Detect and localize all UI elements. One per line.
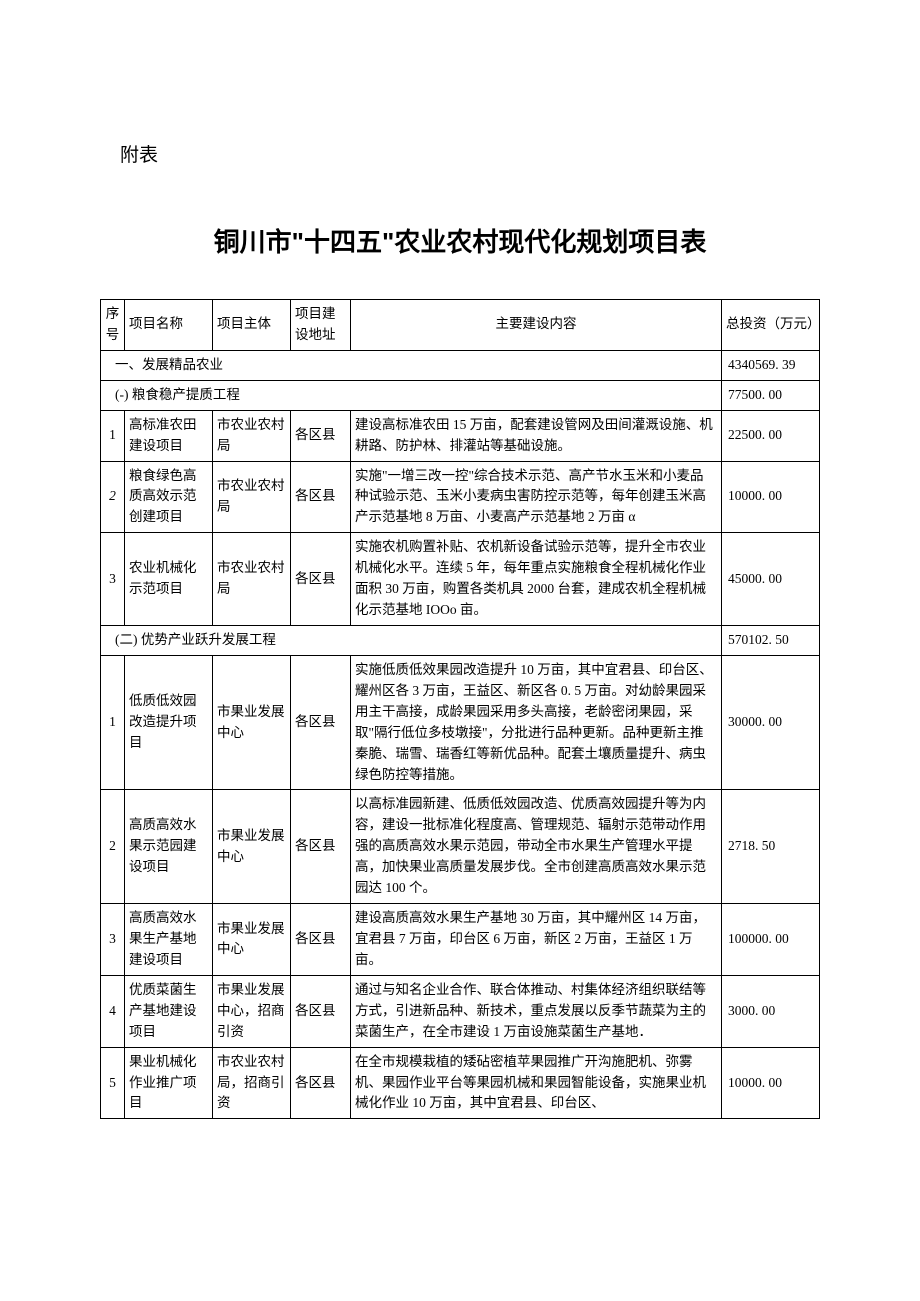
col-header-addr: 项目建设地址: [291, 300, 351, 351]
cell-addr: 各区县: [291, 1047, 351, 1119]
cell-desc: 在全市规模栽植的矮砧密植苹果园推广开沟施肥机、弥雾机、果园作业平台等果园机械和果…: [351, 1047, 722, 1119]
cell-inv: 10000. 00: [722, 1047, 820, 1119]
cell-addr: 各区县: [291, 790, 351, 904]
cell-body: 市果业发展中心: [213, 904, 291, 976]
col-header-name: 项目名称: [125, 300, 213, 351]
cell-body: 市农业农村局: [213, 533, 291, 626]
cell-seq: 1: [101, 410, 125, 461]
cell-desc: 实施农机购置补贴、农机新设备试验示范等，提升全市农业机械化水平。连续 5 年，每…: [351, 533, 722, 626]
table-row: 5 果业机械化作业推广项目 市农业农村局，招商引资 各区县 在全市规模栽植的矮砧…: [101, 1047, 820, 1119]
cell-inv: 45000. 00: [722, 533, 820, 626]
cell-body: 市农业农村局，招商引资: [213, 1047, 291, 1119]
section-row: (-) 粮食稳产提质工程 77500. 00: [101, 380, 820, 410]
cell-name: 农业机械化示范项目: [125, 533, 213, 626]
cell-addr: 各区县: [291, 533, 351, 626]
cell-desc: 通过与知名企业合作、联合体推动、村集体经济组织联结等方式，引进新品种、新技术，重…: [351, 975, 722, 1047]
cell-desc: 建设高质高效水果生产基地 30 万亩，其中耀州区 14 万亩，宜君县 7 万亩，…: [351, 904, 722, 976]
cell-desc: 实施低质低效果园改造提升 10 万亩，其中宜君县、印台区、耀州区各 3 万亩，王…: [351, 655, 722, 790]
cell-seq: 2: [101, 790, 125, 904]
cell-desc: 实施"一增三改一控"综合技术示范、高产节水玉米和小麦品种试验示范、玉米小麦病虫害…: [351, 461, 722, 533]
cell-addr: 各区县: [291, 904, 351, 976]
cell-name: 粮食绿色高质高效示范创建项目: [125, 461, 213, 533]
table-row: 1 低质低效园改造提升项目 市果业发展中心 各区县 实施低质低效果园改造提升 1…: [101, 655, 820, 790]
col-header-body: 项目主体: [213, 300, 291, 351]
cell-inv: 2718. 50: [722, 790, 820, 904]
cell-desc: 以高标准园新建、低质低效园改造、优质高效园提升等为内容，建设一批标准化程度高、管…: [351, 790, 722, 904]
cell-seq: 4: [101, 975, 125, 1047]
cell-seq: 1: [101, 655, 125, 790]
cell-seq: 3: [101, 904, 125, 976]
page-title: 铜川市"十四五"农业农村现代化规划项目表: [100, 222, 820, 259]
project-table: 序号 项目名称 项目主体 项目建设地址 主要建设内容 总投资（万元） 一、发展精…: [100, 299, 820, 1119]
cell-name: 果业机械化作业推广项目: [125, 1047, 213, 1119]
cell-name: 高质高效水果生产基地建设项目: [125, 904, 213, 976]
cell-inv: 10000. 00: [722, 461, 820, 533]
section-label: (二) 优势产业跃升发展工程: [101, 625, 722, 655]
annex-label: 附表: [120, 140, 820, 167]
cell-name: 高质高效水果示范园建设项目: [125, 790, 213, 904]
col-header-desc: 主要建设内容: [351, 300, 722, 351]
cell-inv: 22500. 00: [722, 410, 820, 461]
section-investment: 77500. 00: [722, 380, 820, 410]
cell-body: 市农业农村局: [213, 461, 291, 533]
table-row: 3 农业机械化示范项目 市农业农村局 各区县 实施农机购置补贴、农机新设备试验示…: [101, 533, 820, 626]
cell-addr: 各区县: [291, 461, 351, 533]
table-row: 3 高质高效水果生产基地建设项目 市果业发展中心 各区县 建设高质高效水果生产基…: [101, 904, 820, 976]
table-row: 2 粮食绿色高质高效示范创建项目 市农业农村局 各区县 实施"一增三改一控"综合…: [101, 461, 820, 533]
cell-seq: 2: [101, 461, 125, 533]
cell-inv: 100000. 00: [722, 904, 820, 976]
section-investment: 570102. 50: [722, 625, 820, 655]
col-header-seq: 序号: [101, 300, 125, 351]
table-header-row: 序号 项目名称 项目主体 项目建设地址 主要建设内容 总投资（万元）: [101, 300, 820, 351]
cell-inv: 30000. 00: [722, 655, 820, 790]
cell-name: 高标准农田建设项目: [125, 410, 213, 461]
cell-seq: 3: [101, 533, 125, 626]
table-row: 4 优质菜菌生产基地建设项目 市果业发展中心，招商引资 各区县 通过与知名企业合…: [101, 975, 820, 1047]
cell-desc: 建设高标准农田 15 万亩，配套建设管网及田间灌溉设施、机耕路、防护林、排灌站等…: [351, 410, 722, 461]
cell-addr: 各区县: [291, 975, 351, 1047]
section-label: (-) 粮食稳产提质工程: [101, 380, 722, 410]
table-row: 1 高标准农田建设项目 市农业农村局 各区县 建设高标准农田 15 万亩，配套建…: [101, 410, 820, 461]
table-row: 2 高质高效水果示范园建设项目 市果业发展中心 各区县 以高标准园新建、低质低效…: [101, 790, 820, 904]
cell-inv: 3000. 00: [722, 975, 820, 1047]
cell-name: 优质菜菌生产基地建设项目: [125, 975, 213, 1047]
cell-addr: 各区县: [291, 410, 351, 461]
section-investment: 4340569. 39: [722, 350, 820, 380]
document-page: 附表 铜川市"十四五"农业农村现代化规划项目表 序号 项目名称 项目主体 项目建…: [0, 0, 920, 1179]
cell-name: 低质低效园改造提升项目: [125, 655, 213, 790]
cell-body: 市果业发展中心: [213, 655, 291, 790]
cell-seq: 5: [101, 1047, 125, 1119]
cell-body: 市农业农村局: [213, 410, 291, 461]
cell-body: 市果业发展中心: [213, 790, 291, 904]
section-label: 一、发展精品农业: [101, 350, 722, 380]
cell-body: 市果业发展中心，招商引资: [213, 975, 291, 1047]
cell-addr: 各区县: [291, 655, 351, 790]
col-header-inv: 总投资（万元）: [722, 300, 820, 351]
section-row: (二) 优势产业跃升发展工程 570102. 50: [101, 625, 820, 655]
section-row: 一、发展精品农业 4340569. 39: [101, 350, 820, 380]
